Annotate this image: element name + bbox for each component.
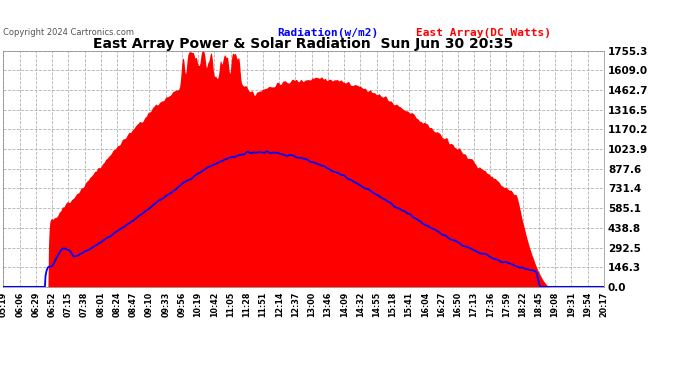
Text: East Array(DC Watts): East Array(DC Watts): [416, 28, 551, 38]
Title: East Array Power & Solar Radiation  Sun Jun 30 20:35: East Array Power & Solar Radiation Sun J…: [93, 37, 514, 51]
Text: Radiation(w/m2): Radiation(w/m2): [277, 28, 378, 38]
Text: Copyright 2024 Cartronics.com: Copyright 2024 Cartronics.com: [3, 28, 135, 37]
